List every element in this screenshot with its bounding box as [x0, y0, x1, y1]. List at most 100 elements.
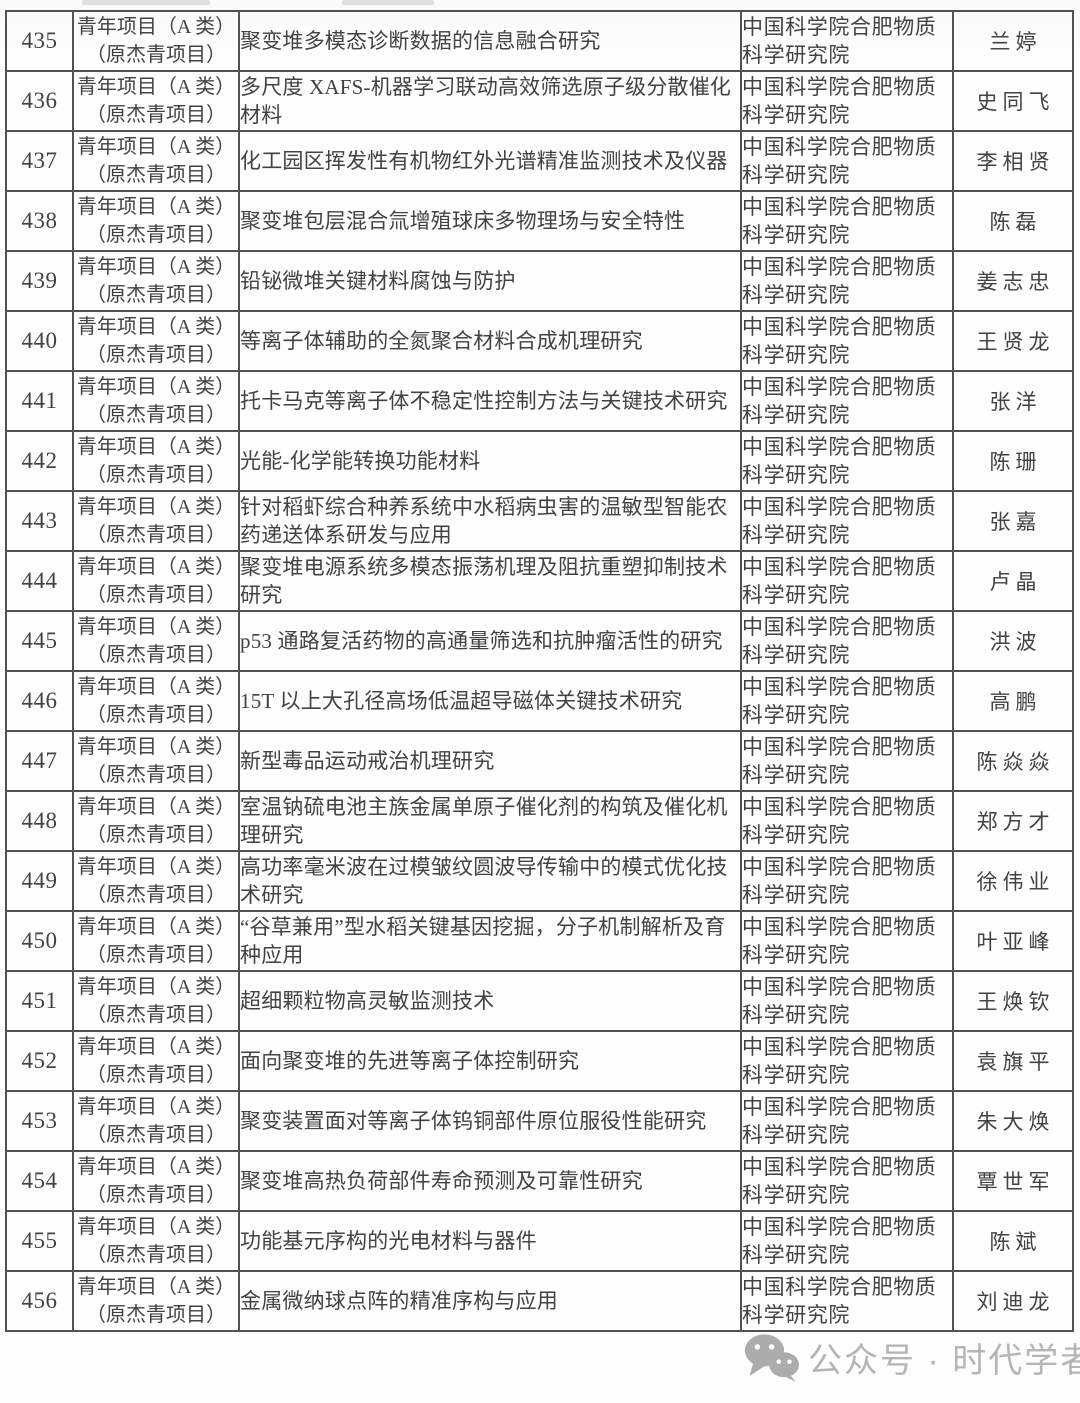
row-number: 448 [5, 790, 74, 852]
project-category: 青年项目（A 类） （原杰青项目） [72, 910, 240, 972]
project-category: 青年项目（A 类） （原杰青项目） [72, 310, 240, 372]
cropped-row-remnant [82, 0, 210, 5]
category-line1: 青年项目（A 类） [76, 976, 236, 998]
table-row: 456 青年项目（A 类） （原杰青项目） 金属微纳球点阵的精准序构与应用 中国… [5, 1270, 1074, 1332]
project-title: 针对稻虾综合种养系统中水稻病虫害的温敏型智能农药递送体系研发与应用 [238, 490, 742, 552]
watermark: 公众号 · 时代学者 [742, 1332, 1080, 1382]
category-line2: （原杰青项目） [86, 164, 226, 186]
table-row: 437 青年项目（A 类） （原杰青项目） 化工园区挥发性有机物红外光谱精准监测… [5, 130, 1074, 192]
project-title: 功能基元序构的光电材料与器件 [238, 1210, 742, 1272]
leader-name: 袁旗平 [952, 1030, 1074, 1092]
category-line2: （原杰青项目） [86, 584, 226, 606]
project-title: 托卡马克等离子体不稳定性控制方法与关键技术研究 [238, 370, 742, 432]
category-line1: 青年项目（A 类） [76, 16, 236, 38]
project-title: 聚变堆电源系统多模态振荡机理及阻抗重塑抑制技术研究 [238, 550, 742, 612]
category-line1: 青年项目（A 类） [76, 1096, 236, 1118]
project-title: 光能-化学能转换功能材料 [238, 430, 742, 492]
table-row: 452 青年项目（A 类） （原杰青项目） 面向聚变堆的先进等离子体控制研究 中… [5, 1030, 1074, 1092]
leader-name: 洪波 [952, 610, 1074, 672]
institution: 中国科学院合肥物质科学研究院 [740, 1150, 954, 1212]
row-number: 452 [5, 1030, 74, 1092]
institution: 中国科学院合肥物质科学研究院 [740, 610, 954, 672]
category-line2: （原杰青项目） [86, 1304, 226, 1326]
category-line1: 青年项目（A 类） [76, 496, 236, 518]
project-title: 化工园区挥发性有机物红外光谱精准监测技术及仪器 [238, 130, 742, 192]
project-title: 高功率毫米波在过模皱纹圆波导传输中的模式优化技术研究 [238, 850, 742, 912]
project-category: 青年项目（A 类） （原杰青项目） [72, 430, 240, 492]
category-line2: （原杰青项目） [86, 824, 226, 846]
project-category: 青年项目（A 类） （原杰青项目） [72, 610, 240, 672]
category-line1: 青年项目（A 类） [76, 1036, 236, 1058]
table-row: 445 青年项目（A 类） （原杰青项目） p53 通路复活药物的高通量筛选和抗… [5, 610, 1074, 672]
table-row: 440 青年项目（A 类） （原杰青项目） 等离子体辅助的全氮聚合材料合成机理研… [5, 310, 1074, 372]
project-title: 超细颗粒物高灵敏监测技术 [238, 970, 742, 1032]
row-number: 443 [5, 490, 74, 552]
project-title: 面向聚变堆的先进等离子体控制研究 [238, 1030, 742, 1092]
project-category: 青年项目（A 类） （原杰青项目） [72, 1270, 240, 1332]
institution: 中国科学院合肥物质科学研究院 [740, 70, 954, 132]
row-number: 444 [5, 550, 74, 612]
wechat-icon [742, 1332, 800, 1382]
institution: 中国科学院合肥物质科学研究院 [740, 430, 954, 492]
institution: 中国科学院合肥物质科学研究院 [740, 1270, 954, 1332]
project-category: 青年项目（A 类） （原杰青项目） [72, 1150, 240, 1212]
category-line1: 青年项目（A 类） [76, 736, 236, 758]
category-line1: 青年项目（A 类） [76, 1276, 236, 1298]
watermark-text: 公众号 · 时代学者 [808, 1341, 1080, 1380]
table-row: 436 青年项目（A 类） （原杰青项目） 多尺度 XAFS-机器学习联动高效筛… [5, 70, 1074, 132]
category-line2: （原杰青项目） [86, 104, 226, 126]
category-line2: （原杰青项目） [86, 344, 226, 366]
row-number: 450 [5, 910, 74, 972]
category-line2: （原杰青项目） [86, 404, 226, 426]
row-number: 451 [5, 970, 74, 1032]
project-category: 青年项目（A 类） （原杰青项目） [72, 730, 240, 792]
project-title: 金属微纳球点阵的精准序构与应用 [238, 1270, 742, 1332]
leader-name: 郑方才 [952, 790, 1074, 852]
project-title: 聚变堆多模态诊断数据的信息融合研究 [238, 10, 742, 72]
row-number: 445 [5, 610, 74, 672]
category-line1: 青年项目（A 类） [76, 316, 236, 338]
institution: 中国科学院合肥物质科学研究院 [740, 910, 954, 972]
row-number: 456 [5, 1270, 74, 1332]
table-row: 450 青年项目（A 类） （原杰青项目） “谷草兼用”型水稻关键基因挖掘，分子… [5, 910, 1074, 972]
table-row: 443 青年项目（A 类） （原杰青项目） 针对稻虾综合种养系统中水稻病虫害的温… [5, 490, 1074, 552]
category-line2: （原杰青项目） [86, 1184, 226, 1206]
cropped-row-remnant [342, 0, 434, 5]
category-line1: 青年项目（A 类） [76, 436, 236, 458]
table-row: 454 青年项目（A 类） （原杰青项目） 聚变堆高热负荷部件寿命预测及可靠性研… [5, 1150, 1074, 1212]
row-number: 454 [5, 1150, 74, 1212]
institution: 中国科学院合肥物质科学研究院 [740, 670, 954, 732]
project-category: 青年项目（A 类） （原杰青项目） [72, 10, 240, 72]
category-line2: （原杰青项目） [86, 1004, 226, 1026]
table-row: 441 青年项目（A 类） （原杰青项目） 托卡马克等离子体不稳定性控制方法与关… [5, 370, 1074, 432]
institution: 中国科学院合肥物质科学研究院 [740, 550, 954, 612]
row-number: 446 [5, 670, 74, 732]
project-title: 15T 以上大孔径高场低温超导磁体关键技术研究 [238, 670, 742, 732]
project-category: 青年项目（A 类） （原杰青项目） [72, 130, 240, 192]
table-row: 438 青年项目（A 类） （原杰青项目） 聚变堆包层混合氚增殖球床多物理场与安… [5, 190, 1074, 252]
category-line2: （原杰青项目） [86, 944, 226, 966]
category-line1: 青年项目（A 类） [76, 256, 236, 278]
row-number: 438 [5, 190, 74, 252]
row-number: 455 [5, 1210, 74, 1272]
leader-name: 张洋 [952, 370, 1074, 432]
leader-name: 叶亚峰 [952, 910, 1074, 972]
institution: 中国科学院合肥物质科学研究院 [740, 370, 954, 432]
category-line2: （原杰青项目） [86, 224, 226, 246]
leader-name: 刘迪龙 [952, 1270, 1074, 1332]
category-line1: 青年项目（A 类） [76, 76, 236, 98]
category-line2: （原杰青项目） [86, 464, 226, 486]
project-title: 聚变堆高热负荷部件寿命预测及可靠性研究 [238, 1150, 742, 1212]
leader-name: 陈焱焱 [952, 730, 1074, 792]
category-line1: 青年项目（A 类） [76, 556, 236, 578]
project-category: 青年项目（A 类） （原杰青项目） [72, 850, 240, 912]
table-row: 455 青年项目（A 类） （原杰青项目） 功能基元序构的光电材料与器件 中国科… [5, 1210, 1074, 1272]
category-line1: 青年项目（A 类） [76, 196, 236, 218]
row-number: 442 [5, 430, 74, 492]
table-row: 439 青年项目（A 类） （原杰青项目） 铅铋微堆关键材料腐蚀与防护 中国科学… [5, 250, 1074, 312]
table-row: 449 青年项目（A 类） （原杰青项目） 高功率毫米波在过模皱纹圆波导传输中的… [5, 850, 1074, 912]
leader-name: 张嘉 [952, 490, 1074, 552]
table-row: 446 青年项目（A 类） （原杰青项目） 15T 以上大孔径高场低温超导磁体关… [5, 670, 1074, 732]
category-line2: （原杰青项目） [86, 764, 226, 786]
institution: 中国科学院合肥物质科学研究院 [740, 190, 954, 252]
